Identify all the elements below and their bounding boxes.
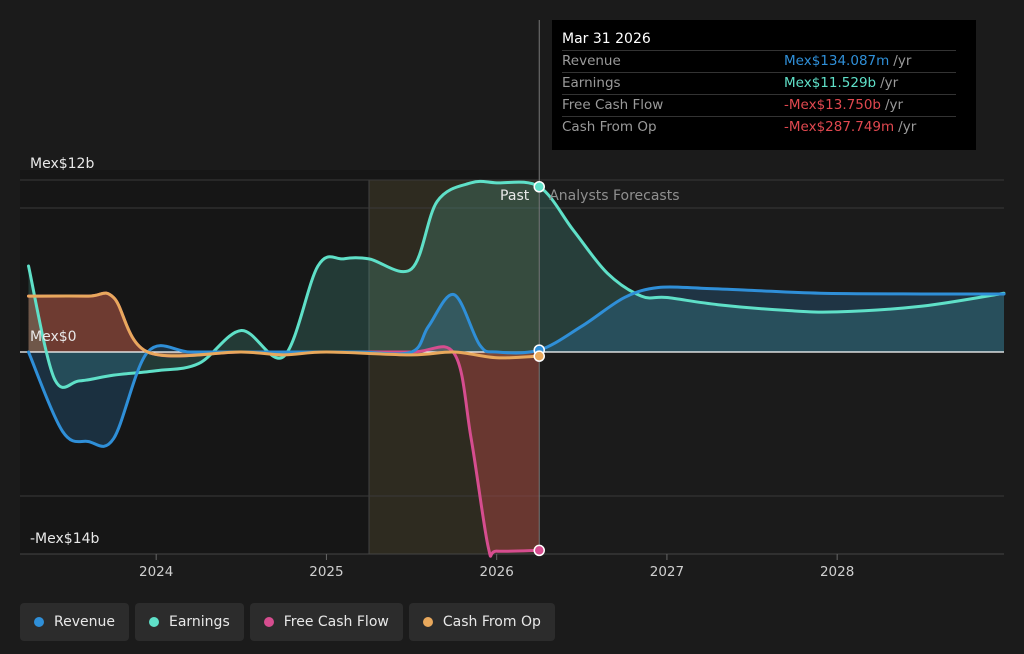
x-tick-label-2024: 2024 (139, 564, 173, 580)
legend-label: Earnings (168, 614, 230, 630)
tooltip-unit: /yr (880, 75, 899, 91)
tooltip-row-cash-from-op: Cash From Op -Mex$287.749m/yr (562, 116, 956, 138)
tooltip-unit: /yr (898, 119, 917, 135)
x-tick-label-2027: 2027 (650, 564, 684, 580)
y-label-zero: Mex$0 (30, 329, 77, 345)
past-label: Past (500, 188, 530, 204)
tooltip-value: -Mex$287.749m (784, 119, 895, 135)
y-label-top: Mex$12b (30, 156, 95, 172)
earnings-marker (533, 181, 545, 193)
free-cash-flow-marker (533, 544, 545, 557)
legend-label: Free Cash Flow (283, 614, 389, 630)
legend-item-revenue[interactable]: Revenue (20, 603, 129, 641)
legend-dot-icon (422, 617, 433, 627)
tooltip-unit: /yr (884, 97, 904, 113)
chart-canvas: Past Analysts Forecasts 2024 2025 2026 2027 20… (20, 20, 1006, 580)
revenue-line (27, 285, 1006, 448)
legend-dot-icon (148, 617, 159, 627)
earnings-area (28, 181, 1005, 388)
tooltip-value: Mex$134.087m (784, 53, 890, 69)
tooltip-label: Revenue (562, 53, 621, 69)
tooltip-label: Earnings (562, 75, 621, 91)
highlight-range (368, 180, 540, 554)
x-tick-label-2025: 2025 (309, 564, 343, 580)
legend-item-free-cash-flow[interactable]: Free Cash Flow (249, 603, 403, 641)
legend-label: Revenue (54, 614, 115, 630)
free-cash-flow-area (28, 293, 540, 557)
legend-item-cash-from-op[interactable]: Cash From Op (408, 603, 555, 641)
past-background (20, 170, 540, 554)
tooltip-row-free-cash-flow: Free Cash Flow -Mex$13.750b/yr (562, 94, 956, 116)
tooltip-label: Free Cash Flow (562, 97, 664, 113)
cash-from-op-line (27, 291, 541, 360)
tooltip-value: -Mex$13.750b (784, 97, 881, 113)
legend-dot-icon (34, 617, 44, 627)
legend-dot-icon (263, 617, 274, 627)
cash-from-op-marker (533, 350, 545, 362)
tooltip-row-earnings: Earnings Mex$11.529b/yr (562, 72, 956, 94)
revenue-area (28, 286, 1005, 447)
x-tick-label-2026: 2026 (479, 564, 513, 580)
legend-item-earnings[interactable]: Earnings (134, 603, 244, 641)
x-tick-label-2028: 2028 (820, 564, 854, 580)
tooltip-row-revenue: Revenue Mex$134.087m/yr (562, 50, 956, 72)
legend: Revenue Earnings Free Cash Flow Cash From O… (20, 603, 555, 641)
y-label-bottom: -Mex$14b (30, 531, 100, 547)
tooltip-date: Mar 31 2026 (562, 31, 651, 47)
tooltip-value: Mex$11.529b (784, 75, 877, 91)
tooltip-unit: /yr (893, 53, 912, 69)
forecast-label: Analysts Forecasts (549, 188, 679, 204)
earnings-line (27, 179, 1006, 389)
tooltip-label: Cash From Op (562, 119, 657, 135)
legend-label: Cash From Op (442, 614, 541, 630)
tooltip: Mar 31 2026 Revenue Mex$134.087m/yr Earnin… (552, 20, 976, 150)
